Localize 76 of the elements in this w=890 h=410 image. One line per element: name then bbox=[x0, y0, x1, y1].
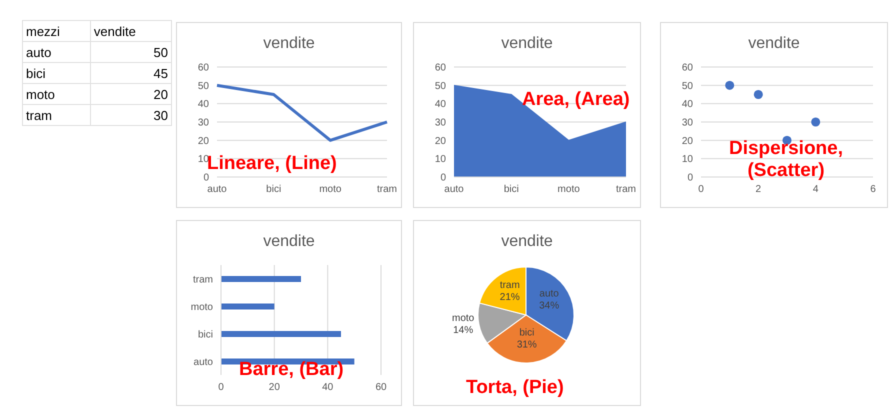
y-tick-label: 30 bbox=[198, 118, 210, 129]
x-tick-label: tram bbox=[377, 184, 397, 196]
x-tick-label: moto bbox=[319, 184, 342, 196]
x-tick-label: 0 bbox=[218, 382, 224, 394]
slice-label: bici bbox=[519, 327, 534, 338]
bar bbox=[221, 304, 274, 310]
category-label: tram bbox=[22, 104, 90, 126]
data-label: 21% bbox=[500, 292, 520, 304]
category-label: bici bbox=[22, 62, 90, 84]
y-tick-label: 50 bbox=[682, 80, 694, 92]
y-tick-label: 20 bbox=[434, 136, 446, 147]
text: mezzi bbox=[22, 20, 90, 42]
y-tick-label: 10 bbox=[434, 154, 446, 166]
data-label: 20 bbox=[90, 84, 172, 104]
data-label: 14% bbox=[453, 324, 474, 336]
point bbox=[811, 117, 820, 127]
chart-title: vendite bbox=[500, 35, 554, 53]
y-tick-label: 20 bbox=[682, 136, 694, 147]
chart-title: vendite bbox=[262, 233, 316, 251]
annotation: Area, (Area) bbox=[522, 89, 631, 111]
y-tick-label: 20 bbox=[198, 136, 210, 147]
y-tick-label: moto bbox=[190, 302, 214, 313]
slice-label: tram bbox=[500, 280, 520, 292]
text: vendite bbox=[90, 20, 172, 42]
data-label: 30 bbox=[90, 104, 172, 126]
category-label: auto bbox=[22, 42, 90, 62]
y-tick-label: 50 bbox=[434, 80, 446, 92]
x-tick-label: 6 bbox=[870, 184, 876, 196]
bar bbox=[221, 276, 301, 282]
y-tick-label: 40 bbox=[198, 99, 210, 110]
y-tick-label: 50 bbox=[198, 80, 210, 92]
x-tick-label: bici bbox=[266, 184, 282, 196]
y-tick-label: bici bbox=[198, 329, 213, 340]
data-label: 34% bbox=[539, 300, 560, 312]
x-tick-label: auto bbox=[207, 184, 228, 196]
y-tick-label: 10 bbox=[198, 154, 210, 166]
category-label: moto bbox=[22, 84, 90, 104]
y-tick-label: 0 bbox=[440, 172, 446, 184]
y-tick-label: 30 bbox=[682, 118, 694, 129]
data-label: 31% bbox=[516, 339, 537, 350]
slice-label: auto bbox=[539, 288, 560, 300]
data-label: 50 bbox=[90, 42, 172, 62]
y-tick-label: 60 bbox=[434, 62, 446, 74]
point bbox=[754, 90, 763, 100]
y-tick-label: 0 bbox=[203, 172, 210, 184]
x-tick-label: 2 bbox=[756, 184, 762, 196]
x-tick-label: 40 bbox=[322, 382, 334, 394]
slice-label: moto bbox=[452, 312, 475, 324]
x-tick-label: tram bbox=[616, 184, 636, 196]
x-tick-label: 60 bbox=[375, 382, 387, 394]
y-tick-label: auto bbox=[194, 356, 214, 368]
annotation: Barre, (Bar) bbox=[239, 359, 345, 381]
point bbox=[725, 80, 734, 90]
x-tick-label: bici bbox=[504, 184, 519, 196]
x-tick-label: 0 bbox=[698, 184, 704, 196]
y-tick-label: 0 bbox=[687, 172, 694, 184]
y-tick-label: 10 bbox=[682, 154, 694, 166]
annotation: Lineare, (Line) bbox=[207, 153, 338, 174]
bar bbox=[221, 331, 341, 337]
y-tick-label: 40 bbox=[434, 99, 446, 110]
y-tick-label: tram bbox=[193, 274, 213, 286]
chart-title: vendite bbox=[500, 233, 554, 251]
y-tick-label: 40 bbox=[682, 99, 694, 110]
annotation: Dispersione, (Scatter) bbox=[728, 138, 844, 182]
x-tick-label: 4 bbox=[812, 184, 819, 196]
y-tick-label: 30 bbox=[434, 118, 446, 129]
chart-title: vendite bbox=[262, 35, 316, 53]
y-tick-label: 60 bbox=[198, 62, 210, 74]
chart-title: vendite bbox=[747, 35, 801, 53]
y-tick-label: 60 bbox=[682, 62, 694, 74]
text: Torta, (Pie) bbox=[466, 377, 565, 399]
data-label: 45 bbox=[90, 62, 172, 84]
x-tick-label: 20 bbox=[268, 382, 280, 394]
x-tick-label: moto bbox=[558, 184, 580, 196]
line-series bbox=[216, 84, 388, 142]
x-tick-label: auto bbox=[444, 184, 464, 196]
